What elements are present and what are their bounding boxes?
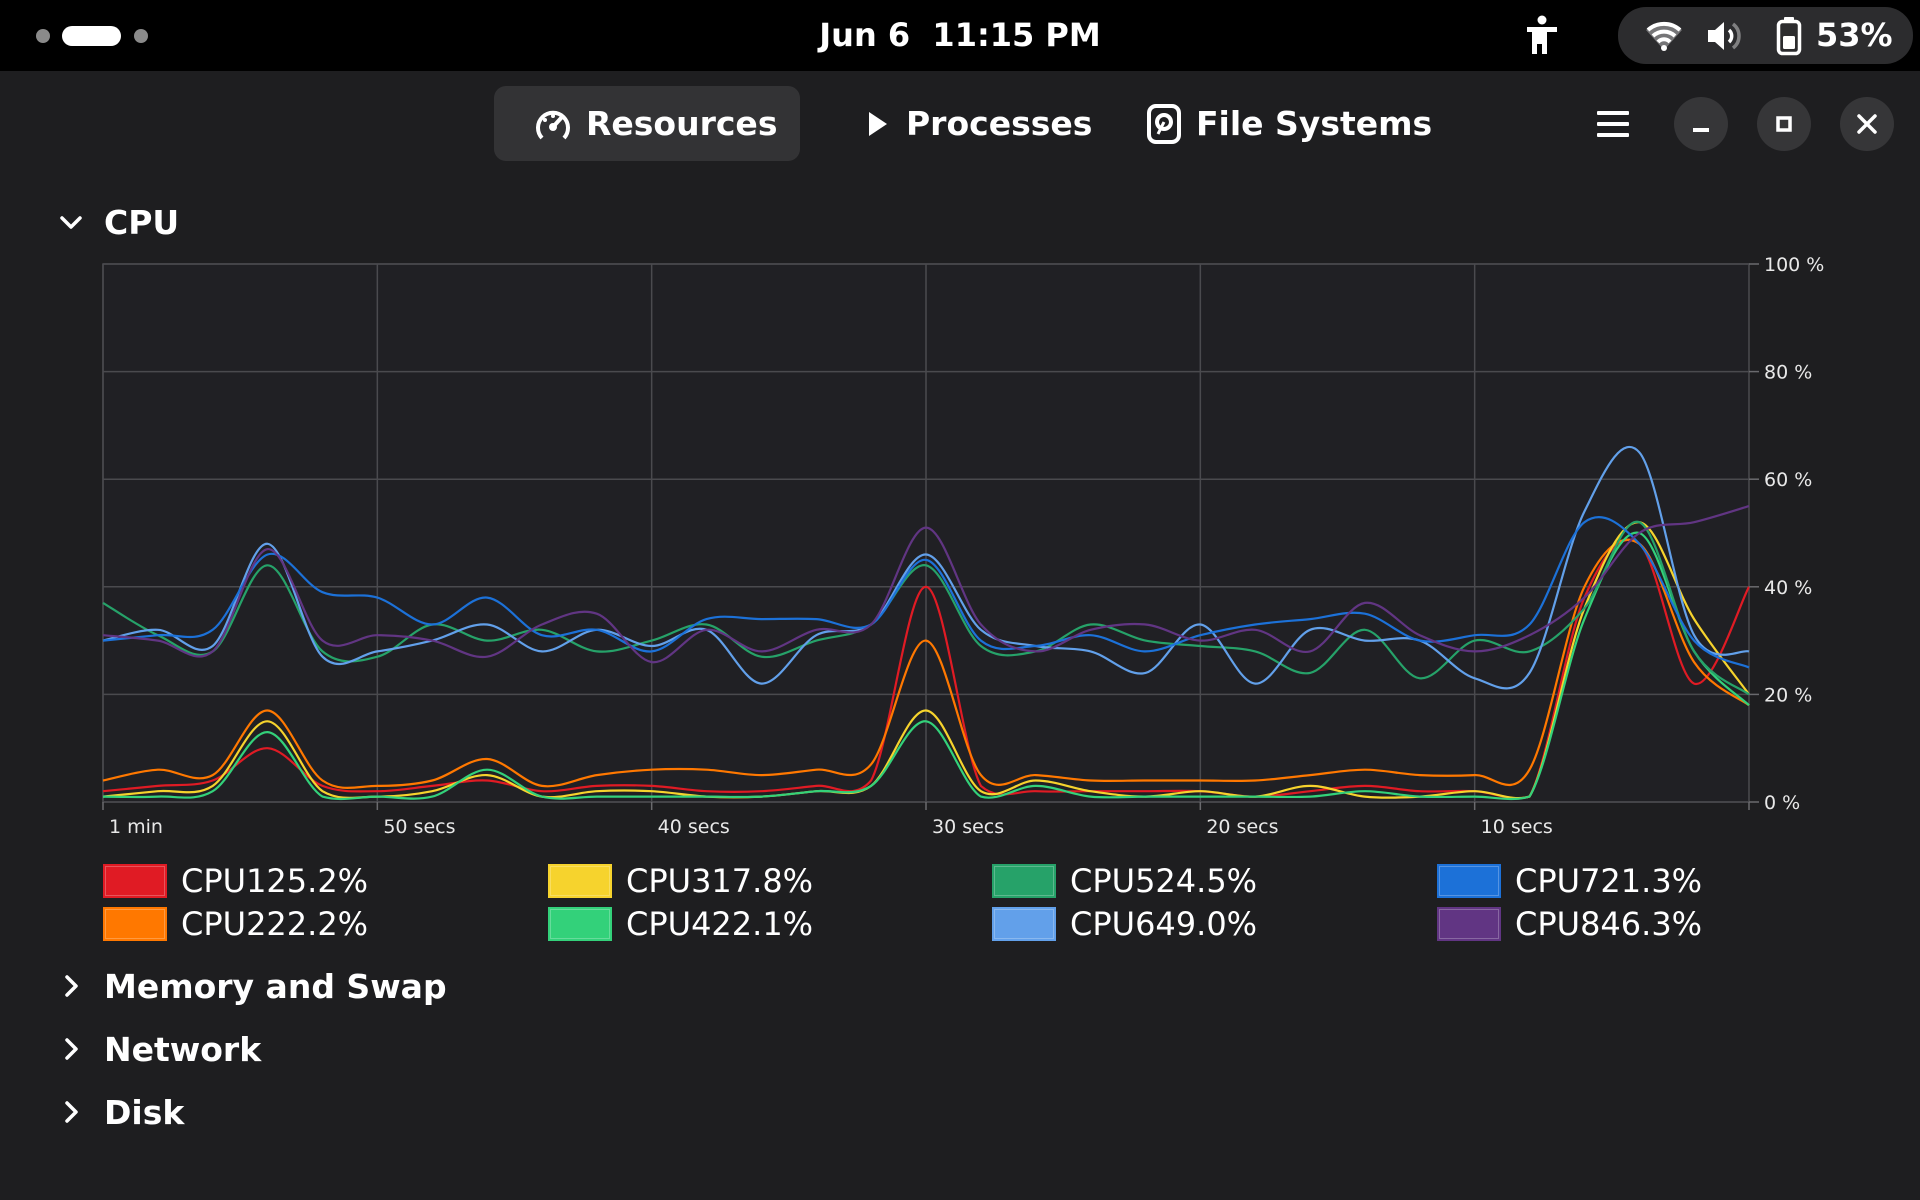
legend-cpu-name: CPU6 (1070, 905, 1156, 943)
legend-item-cpu2[interactable]: CPU2 22.2% (103, 904, 368, 944)
legend-cpu-value: 22.1% (711, 905, 814, 943)
y-tick-label: 100 % (1764, 254, 1824, 276)
maximize-icon (1776, 116, 1792, 132)
series-line-cpu8 (102, 505, 1750, 664)
maximize-button[interactable] (1757, 97, 1811, 151)
legend-cpu-value: 25.2% (266, 862, 369, 900)
legend-cpu-name: CPU4 (626, 905, 712, 943)
color-swatch[interactable] (992, 907, 1056, 941)
tab-file-systems[interactable]: File Systems (1130, 86, 1440, 161)
color-swatch[interactable] (548, 907, 612, 941)
y-tick-label: 60 % (1764, 469, 1812, 491)
close-icon (1857, 114, 1877, 134)
series-line-cpu6 (102, 445, 1750, 690)
section-network-header[interactable]: Network (56, 1024, 261, 1074)
close-button[interactable] (1840, 97, 1894, 151)
section-title: Disk (104, 1092, 185, 1132)
workspace-indicator-active[interactable] (62, 26, 121, 46)
legend-cpu-value: 17.8% (711, 862, 814, 900)
legend-item-cpu4[interactable]: CPU4 22.1% (548, 904, 813, 944)
top-bar: Jun 6 11:15 PM 53% (0, 0, 1920, 71)
menu-icon (1597, 111, 1629, 137)
minimize-icon (1693, 128, 1709, 132)
legend-cpu-value: 21.3% (1600, 862, 1703, 900)
section-cpu-header[interactable]: CPU (56, 197, 179, 247)
series-line-cpu7 (102, 516, 1750, 669)
tab-label: File Systems (1196, 104, 1433, 143)
x-tick-label: 1 min (109, 816, 163, 838)
chart-ticks: 100 % 80 % 60 % 40 % 20 % 0 % 1 min 50 secs 40 s… (102, 254, 1824, 838)
accessibility-icon[interactable] (1522, 14, 1562, 56)
x-tick-label: 50 secs (383, 816, 455, 838)
workspace-indicator[interactable] (36, 29, 50, 43)
workspace-indicator[interactable] (134, 29, 148, 43)
disk-icon (1147, 103, 1181, 144)
series-line-cpu2 (102, 538, 1750, 789)
y-tick-label: 0 % (1764, 792, 1800, 814)
date-text: Jun 6 (819, 16, 911, 54)
gauge-icon (536, 110, 570, 139)
color-swatch[interactable] (1437, 864, 1501, 898)
legend-cpu-value: 46.3% (1600, 905, 1703, 943)
color-swatch[interactable] (103, 864, 167, 898)
y-tick-label: 40 % (1764, 577, 1812, 599)
tab-label: Resources (586, 104, 778, 143)
chevron-down-icon (60, 216, 82, 229)
series-line-cpu4 (102, 531, 1750, 801)
chart-series (102, 445, 1750, 801)
legend-item-cpu1[interactable]: CPU1 25.2% (103, 861, 368, 901)
section-memory-header[interactable]: Memory and Swap (56, 961, 447, 1011)
system-status-menu[interactable]: 53% (1618, 7, 1913, 64)
y-tick-label: 20 % (1764, 684, 1812, 706)
x-tick-label: 20 secs (1206, 816, 1278, 838)
battery-percentage: 53% (1816, 16, 1893, 54)
section-title: Memory and Swap (104, 966, 447, 1006)
cpu-history-chart: 100 % 80 % 60 % 40 % 20 % 0 % 1 min 50 secs 40 s… (102, 254, 1824, 838)
tab-processes[interactable]: Processes (846, 86, 1096, 161)
legend-cpu-name: CPU5 (1070, 862, 1156, 900)
section-title: Network (104, 1029, 262, 1069)
chevron-right-icon (65, 975, 78, 997)
legend-cpu-name: CPU7 (1515, 862, 1601, 900)
play-icon (869, 111, 887, 136)
y-tick-label: 80 % (1764, 362, 1812, 384)
chevron-right-icon (65, 1101, 78, 1123)
color-swatch[interactable] (548, 864, 612, 898)
legend-item-cpu3[interactable]: CPU3 17.8% (548, 861, 813, 901)
x-tick-label: 10 secs (1481, 816, 1553, 838)
legend-cpu-value: 24.5% (1155, 862, 1258, 900)
color-swatch[interactable] (1437, 907, 1501, 941)
legend-item-cpu6[interactable]: CPU6 49.0% (992, 904, 1257, 944)
chevron-right-icon (65, 1038, 78, 1060)
time-text: 11:15 PM (932, 16, 1101, 54)
tab-label: Processes (906, 104, 1093, 143)
legend-cpu-value: 49.0% (1155, 905, 1258, 943)
legend-cpu-name: CPU3 (626, 862, 712, 900)
legend-item-cpu5[interactable]: CPU5 24.5% (992, 861, 1257, 901)
menu-button[interactable] (1586, 97, 1640, 151)
legend-cpu-value: 22.2% (266, 905, 369, 943)
minimize-button[interactable] (1674, 97, 1728, 151)
battery-icon (1776, 17, 1802, 56)
section-title: CPU (104, 202, 180, 242)
legend-item-cpu8[interactable]: CPU8 46.3% (1437, 904, 1702, 944)
legend-cpu-name: CPU8 (1515, 905, 1601, 943)
color-swatch[interactable] (103, 907, 167, 941)
x-tick-label: 40 secs (658, 816, 730, 838)
volume-icon (1708, 22, 1741, 50)
legend-cpu-name: CPU1 (181, 862, 267, 900)
wifi-icon (1646, 21, 1682, 51)
series-line-cpu5 (102, 520, 1750, 696)
legend-cpu-name: CPU2 (181, 905, 267, 943)
color-swatch[interactable] (992, 864, 1056, 898)
section-disk-header[interactable]: Disk (56, 1087, 184, 1137)
clock[interactable]: Jun 6 11:15 PM (760, 14, 1160, 56)
tab-resources[interactable]: Resources (494, 86, 800, 161)
legend-item-cpu7[interactable]: CPU7 21.3% (1437, 861, 1702, 901)
x-tick-label: 30 secs (932, 816, 1004, 838)
